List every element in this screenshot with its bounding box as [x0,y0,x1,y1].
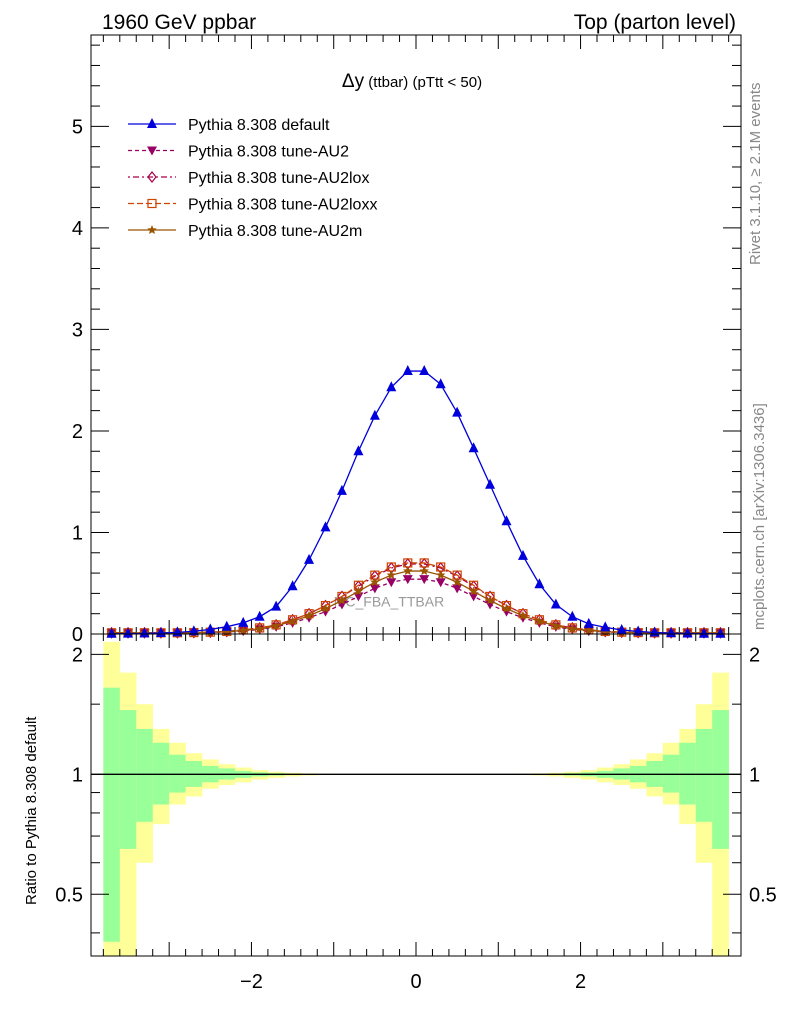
legend-marker [147,225,157,234]
data-point [255,611,265,621]
y-tick-label: 5 [72,116,83,138]
ratio-y-tick-label: 2 [72,644,83,666]
data-point [370,584,380,593]
ratio-y-tick-label-right: 1 [749,764,760,786]
rivet-label: Rivet 3.1.10, ≥ 2.1M events [747,83,764,266]
title-symbol: Δy [342,71,365,92]
legend-entry: Pythia 8.308 tune-AU2 [128,144,349,161]
data-point [502,515,512,525]
y-tick-label: 0 [72,624,83,646]
legend: Pythia 8.308 default Pythia 8.308 tune-AU… [128,117,377,240]
legend-label: Pythia 8.308 tune-AU2 [188,144,349,161]
legend-marker [147,147,157,156]
x-tick-label: 2 [575,971,586,993]
ratio-y-tick-label-right: 2 [749,644,760,666]
data-point [534,578,544,588]
x-tick-label: 0 [410,971,421,993]
legend-entry: Pythia 8.308 tune-AU2m [128,223,362,240]
ratio-band-inner [696,729,713,822]
data-point [337,485,347,495]
ratio-ylabel: Ratio to Pythia 8.308 default [23,716,40,905]
legend-entry: Pythia 8.308 default [128,117,330,134]
data-point [436,378,446,388]
legend-label: Pythia 8.308 tune-AU2loxx [188,197,377,214]
header-left-label: 1960 GeV ppbar [102,11,256,34]
y-tick-label: 2 [72,421,83,443]
ratio-band-inner [136,729,153,822]
data-point [485,479,495,489]
ratio-band-inner [679,743,696,805]
legend-marker [147,118,157,128]
data-point [518,550,528,560]
ratio-band-inner [169,755,186,793]
ratio-band-inner [120,710,137,849]
legend-entry: Pythia 8.308 tune-AU2loxx [128,197,377,214]
source-label: mcplots.cern.ch [arXiv:1306.3436] [751,403,768,630]
data-point [353,445,363,455]
data-point [469,442,479,452]
data-point [403,365,413,375]
data-point [320,521,330,531]
data-point [386,578,396,587]
main-plot-title: Δy (ttbar) (pTtt < 50) [342,71,482,92]
legend-label: Pythia 8.308 default [188,117,330,134]
ratio-y-tick-label: 1 [72,764,83,786]
legend-label: Pythia 8.308 tune-AU2m [188,223,362,240]
data-point [419,365,429,375]
ratio-y-tick-label-right: 0.5 [749,884,777,906]
ratio-band-inner [663,755,680,793]
y-tick-label: 1 [72,522,83,544]
y-tick-label: 4 [72,218,83,240]
header-right-label: Top (parton level) [574,11,736,34]
data-point [452,584,462,593]
data-point [386,381,396,391]
data-point [370,410,380,420]
data-point [304,554,314,564]
x-tick-label: −2 [240,971,263,993]
data-point [436,578,446,587]
y-tick-label: 3 [72,319,83,341]
ratio-plot: −2 0 2 0.5 0.5 1 1 2 2 [55,634,777,993]
ratio-y-tick-label: 0.5 [55,884,83,906]
legend-label: Pythia 8.308 tune-AU2lox [188,170,369,187]
ratio-band-inner [712,710,729,849]
ratio-band-inner [153,743,170,805]
legend-entry: Pythia 8.308 tune-AU2lox [128,170,369,187]
data-point [567,611,577,621]
ratio-band-inner [103,688,120,942]
title-rest: (ttbar) (pTtt < 50) [364,74,482,91]
data-point [452,407,462,417]
